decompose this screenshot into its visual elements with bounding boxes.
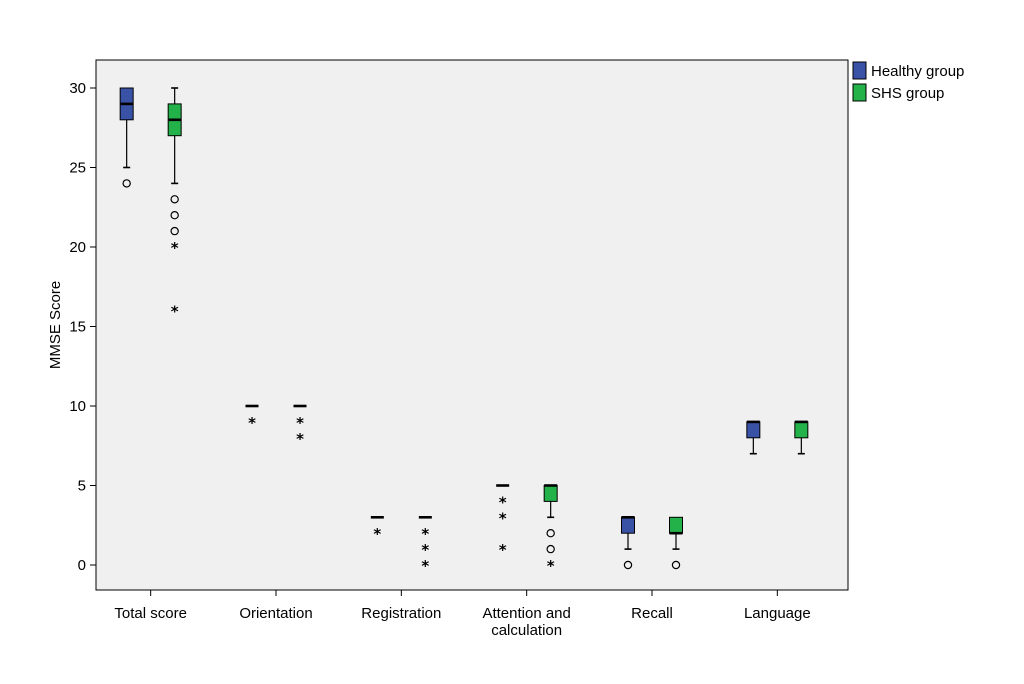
y-axis: 0 5 10 15 20 25 30 (69, 80, 96, 574)
y-axis-title: MMSE Score (47, 281, 64, 369)
plot-area (95, 59, 849, 591)
x-tick-label: Orientation (239, 605, 312, 622)
box-healthy-group (621, 515, 635, 570)
y-tick-label: 10 (69, 398, 86, 415)
y-tick-label: 15 (69, 319, 86, 336)
box-shs-group: ** (293, 404, 307, 448)
x-tick-label: Language (744, 605, 811, 622)
x-tick-label: Total score (114, 605, 187, 622)
extreme-point: * (547, 557, 555, 575)
x-tick-label: Registration (361, 605, 441, 622)
extreme-point: * (421, 541, 429, 559)
box-healthy-group: *** (496, 484, 510, 559)
box-shs-group: ** (167, 87, 182, 321)
outlier-point (671, 560, 681, 570)
box-body (621, 516, 635, 534)
x-tick-label: Attention and (482, 605, 570, 622)
box-shs-group: *** (418, 515, 432, 575)
extreme-point: * (421, 557, 429, 575)
legend-swatch (852, 83, 867, 102)
x-tick-label: Recall (631, 605, 673, 622)
legend-label: Healthy group (871, 63, 964, 80)
extreme-point: * (373, 525, 381, 543)
outlier-point (546, 544, 555, 554)
box-body (746, 421, 761, 439)
y-tick-label: 5 (78, 478, 86, 495)
outlier-point (170, 226, 179, 236)
outlier-point (122, 179, 131, 188)
extreme-point: * (296, 430, 304, 448)
y-tick-label: 0 (78, 557, 86, 574)
box-body (543, 485, 558, 502)
box-healthy-group (746, 420, 761, 455)
extreme-point: * (171, 239, 179, 257)
y-tick-label: 25 (69, 160, 86, 177)
extreme-point: * (499, 541, 507, 559)
extreme-point: * (171, 303, 179, 321)
box-shs-group: * (543, 484, 558, 575)
x-tick-label: calculation (491, 622, 562, 639)
outlier-point (623, 560, 633, 570)
box-body (794, 421, 809, 439)
extreme-point: * (248, 414, 256, 432)
outlier-point (546, 529, 555, 538)
box-healthy-group: * (370, 515, 384, 543)
extreme-point: * (421, 525, 429, 543)
x-axis: Total score Orientation Registration Attent… (114, 590, 811, 639)
box-shs-group (794, 420, 809, 455)
extreme-point: * (499, 493, 507, 511)
extreme-point: * (296, 414, 304, 432)
box-body (669, 516, 683, 534)
y-tick-label: 20 (69, 239, 86, 256)
box-healthy-group: * (245, 404, 259, 432)
y-tick-label: 30 (69, 80, 86, 97)
legend: Healthy group SHS group (852, 61, 964, 102)
legend-swatch (852, 61, 867, 80)
extreme-point: * (499, 509, 507, 527)
box-shs-group (669, 516, 683, 570)
box-healthy-group (119, 87, 134, 188)
legend-label: SHS group (871, 85, 944, 102)
boxes: ************ * (119, 87, 809, 575)
outlier-point (170, 210, 179, 220)
outlier-point (170, 195, 179, 204)
